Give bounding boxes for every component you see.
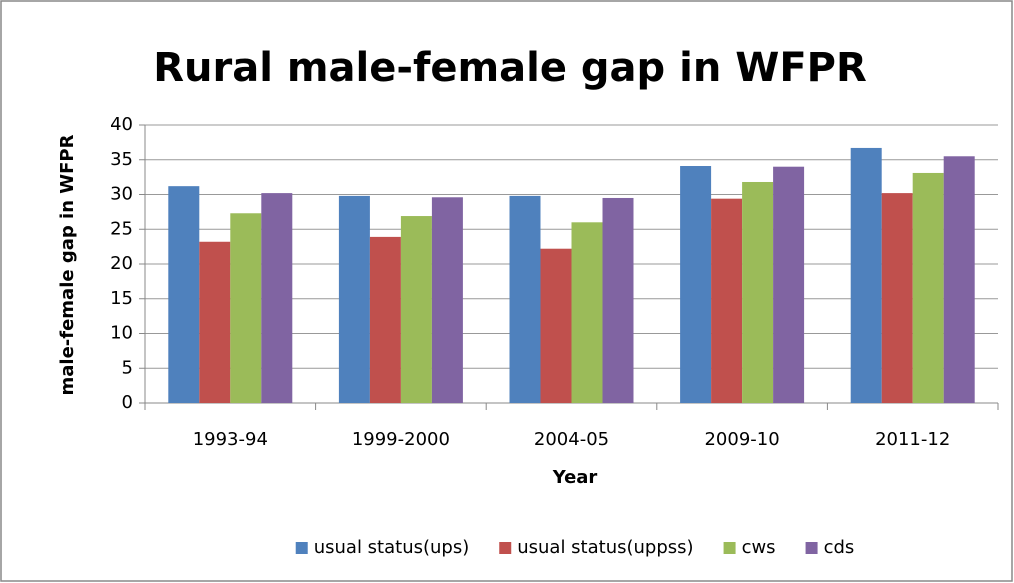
bar <box>230 213 262 403</box>
bar <box>773 166 805 403</box>
y-tick-label: 5 <box>122 357 133 378</box>
legend-swatch <box>499 542 512 554</box>
x-tick-label: 2009-10 <box>704 429 779 450</box>
legend-label: cds <box>824 537 855 558</box>
legend-swatch <box>295 542 308 554</box>
bar <box>742 181 774 403</box>
x-tick-label: 1999-2000 <box>352 429 450 450</box>
y-tick-label: 0 <box>122 392 133 413</box>
y-tick-label: 35 <box>110 149 133 170</box>
y-tick-label: 40 <box>110 114 133 135</box>
x-axis-label: Year <box>552 467 598 488</box>
bar <box>168 186 200 403</box>
legend-label: usual status(uppss) <box>517 537 693 558</box>
legend-swatch <box>723 542 736 554</box>
bar <box>400 216 432 403</box>
bar <box>571 222 603 403</box>
y-tick-label: 30 <box>110 184 133 205</box>
bar <box>261 193 293 403</box>
bar <box>881 193 913 403</box>
bar <box>431 197 463 403</box>
y-tick-label: 20 <box>110 253 133 274</box>
bar <box>680 166 712 403</box>
chart-title: Rural male-female gap in WFPR <box>153 45 867 91</box>
y-tick-label: 15 <box>110 288 133 309</box>
x-tick-label: 1993-94 <box>193 429 268 450</box>
bar <box>338 195 370 403</box>
bar <box>711 198 743 403</box>
legend-label: cws <box>742 537 776 558</box>
y-axis-label: male-female gap in WFPR <box>57 134 78 395</box>
bar <box>943 156 975 403</box>
bar <box>850 147 882 403</box>
x-tick-label: 2011-12 <box>875 429 950 450</box>
legend-label: usual status(ups) <box>314 537 470 558</box>
y-tick-label: 25 <box>110 218 133 239</box>
bar <box>912 172 944 403</box>
legend-swatch <box>805 542 818 554</box>
bar <box>509 195 541 403</box>
bar <box>540 248 572 403</box>
bar <box>602 197 634 403</box>
x-tick-label: 2004-05 <box>534 429 609 450</box>
bar <box>369 236 401 403</box>
y-tick-label: 10 <box>110 323 133 344</box>
bar <box>199 241 231 403</box>
